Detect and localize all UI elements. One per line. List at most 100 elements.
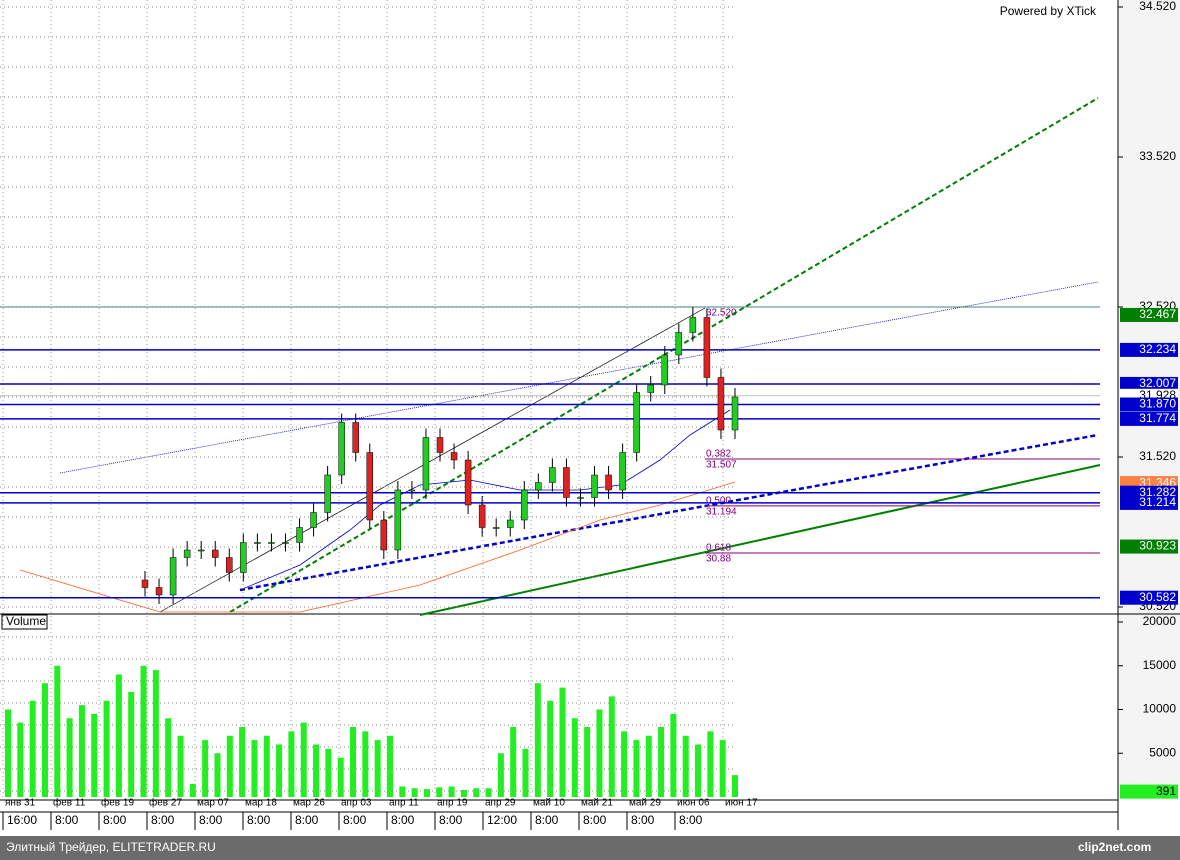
- volume-bar: [189, 783, 196, 797]
- volume-bar: [571, 718, 578, 797]
- time-label: 8:00: [295, 813, 319, 827]
- price-tag: [1120, 397, 1178, 412]
- y-tick-label: 33.520: [1139, 149, 1176, 163]
- price-tag-label: 32.234: [1139, 342, 1176, 356]
- volume-bar: [29, 700, 36, 797]
- candle-body: [422, 437, 430, 491]
- candle-body: [408, 489, 416, 492]
- volume-tick-label: 15000: [1143, 658, 1177, 672]
- date-label: мар 18: [245, 798, 277, 809]
- volume-bar: [682, 735, 689, 797]
- fib-price: 31.194: [706, 507, 737, 518]
- price-tag: [1120, 411, 1178, 426]
- volume-bar: [214, 753, 221, 797]
- volume-bar: [91, 713, 98, 797]
- candle-body: [226, 557, 233, 573]
- candle-body: [141, 579, 149, 588]
- date-label: июн 17: [725, 798, 758, 809]
- footer-right: clip2net.com: [1078, 840, 1151, 854]
- volume-bar: [707, 731, 714, 797]
- volume-bar: [350, 727, 357, 797]
- candle-body: [197, 549, 205, 552]
- candle-body: [324, 474, 331, 513]
- volume-bar: [411, 788, 418, 797]
- volume-bar: [608, 696, 615, 797]
- candle-body: [352, 422, 359, 453]
- volume-bar: [645, 735, 652, 797]
- volume-bar: [522, 748, 529, 797]
- volume-tag: [1120, 784, 1178, 799]
- price-tag-label: 30.582: [1139, 590, 1176, 604]
- volume-bar: [313, 744, 320, 797]
- candle-body: [211, 549, 219, 558]
- volume-bar: [115, 674, 122, 797]
- price-tag-label: 31.774: [1139, 411, 1176, 425]
- volume-bar: [460, 790, 467, 797]
- price-tag-label: 32.007: [1139, 376, 1176, 390]
- candle-body: [703, 317, 711, 378]
- volume-bar: [41, 683, 48, 797]
- volume-bar: [152, 670, 159, 797]
- candle-body: [450, 452, 458, 461]
- volume-tag-label: 391: [1156, 784, 1176, 798]
- fib-price: 30.88: [706, 554, 731, 565]
- volume-bar: [732, 775, 738, 797]
- candle-body: [521, 489, 528, 521]
- candle-body: [689, 317, 697, 333]
- date-label: апр 03: [341, 798, 372, 809]
- candle-body: [633, 392, 640, 453]
- candle-body: [717, 377, 725, 431]
- volume-bar: [300, 722, 307, 797]
- footer-left: Элитный Трейдер, ELITETRADER.RU: [6, 840, 216, 854]
- candle-body: [478, 504, 486, 528]
- price-tag: [1120, 342, 1178, 357]
- date-label: фев 27: [149, 797, 182, 809]
- trend-line: [239, 433, 1099, 592]
- time-label: 16:00: [7, 813, 37, 827]
- time-label: 8:00: [151, 813, 175, 827]
- volume-bar: [177, 735, 184, 797]
- date-label: апр 11: [389, 798, 419, 809]
- candle-body: [577, 497, 584, 499]
- date-label: мар 26: [293, 798, 325, 809]
- volume-bar: [362, 731, 369, 797]
- volume-bar: [140, 665, 147, 797]
- time-label: 8:00: [535, 813, 559, 827]
- time-label: 8:00: [679, 813, 703, 827]
- date-label: май 21: [581, 798, 613, 809]
- candle-body: [591, 474, 598, 498]
- price-tag: [1120, 539, 1178, 554]
- y-tick-label: 34.520: [1139, 0, 1176, 13]
- price-tag: [1120, 307, 1178, 322]
- volume-bar: [128, 692, 135, 797]
- volume-tick-label: 20000: [1143, 614, 1177, 628]
- volume-bar: [497, 753, 504, 797]
- date-label: апр 19: [437, 798, 468, 809]
- price-tag-label: 31.282: [1139, 485, 1176, 499]
- volume-bar: [226, 735, 233, 797]
- candle-body: [563, 467, 570, 498]
- volume-bar: [485, 788, 492, 797]
- price-tag-label: 30.923: [1139, 539, 1176, 553]
- date-label: апр 29: [485, 798, 516, 809]
- volume-bar: [584, 727, 591, 797]
- date-label: фев 11: [53, 797, 86, 809]
- candle-body: [268, 542, 275, 544]
- volume-bar: [670, 713, 677, 797]
- fib-ratio: 0.500: [706, 496, 731, 507]
- candle-body: [296, 527, 303, 543]
- price-tag-label: 32.467: [1139, 307, 1176, 321]
- peak-label: 32.520: [706, 308, 737, 319]
- volume-bar: [374, 740, 381, 797]
- candle-body: [731, 396, 739, 431]
- time-label: 8:00: [199, 813, 223, 827]
- y-tick-label: 31.520: [1139, 449, 1176, 463]
- price-tag-label: 31.870: [1139, 397, 1176, 411]
- price-tag: [1120, 590, 1178, 605]
- candle-body: [366, 452, 374, 521]
- volume-bar: [337, 757, 344, 797]
- date-label: июн 06: [677, 798, 710, 809]
- volume-bar: [658, 727, 665, 797]
